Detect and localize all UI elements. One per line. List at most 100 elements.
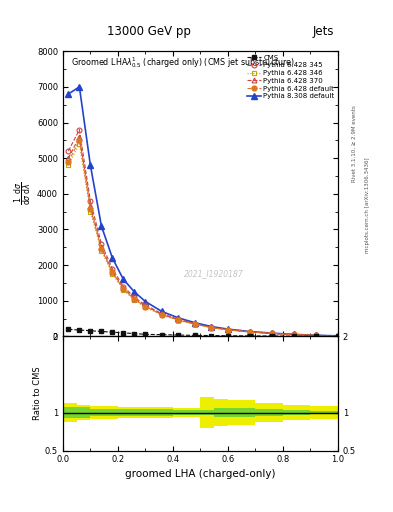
Pythia 6.428 default <box>209 325 214 331</box>
Text: Jets: Jets <box>312 26 334 38</box>
Legend: CMS, Pythia 6.428 345, Pythia 6.428 346, Pythia 6.428 370, Pythia 6.428 default,: CMS, Pythia 6.428 345, Pythia 6.428 346,… <box>245 53 336 101</box>
Pythia 6.428 default <box>66 159 71 165</box>
CMS <box>226 333 230 339</box>
Pythia 6.428 370 <box>270 330 274 336</box>
Pythia 6.428 346 <box>121 287 126 293</box>
Pythia 8.308 default <box>226 326 230 332</box>
Pythia 8.308 default <box>88 162 93 168</box>
Pythia 8.308 default <box>143 298 148 305</box>
Pythia 6.428 346 <box>132 297 137 303</box>
Pythia 6.428 345 <box>121 284 126 290</box>
Pythia 6.428 345 <box>193 321 197 327</box>
Pythia 6.428 370 <box>121 285 126 291</box>
Pythia 6.428 346 <box>314 332 318 338</box>
CMS <box>160 332 164 338</box>
Pythia 6.428 370 <box>336 333 340 339</box>
Pythia 6.428 345 <box>336 333 340 339</box>
Pythia 8.308 default <box>121 276 126 283</box>
Pythia 6.428 370 <box>160 311 164 317</box>
Pythia 6.428 345 <box>292 331 296 337</box>
Pythia 6.428 345 <box>66 148 71 154</box>
Pythia 6.428 346 <box>193 321 197 327</box>
X-axis label: groomed LHA (charged-only): groomed LHA (charged-only) <box>125 468 275 479</box>
Line: Pythia 6.428 345: Pythia 6.428 345 <box>66 127 340 338</box>
Line: Pythia 6.428 370: Pythia 6.428 370 <box>66 134 340 338</box>
Pythia 8.308 default <box>336 333 340 339</box>
Line: Pythia 8.308 default: Pythia 8.308 default <box>65 84 341 339</box>
CMS <box>292 333 296 339</box>
Pythia 6.428 346 <box>248 329 252 335</box>
Pythia 6.428 345 <box>99 241 104 247</box>
Pythia 6.428 default <box>121 286 126 292</box>
Pythia 6.428 345 <box>176 316 181 323</box>
CMS <box>193 332 197 338</box>
CMS <box>314 333 318 339</box>
Pythia 6.428 346 <box>226 327 230 333</box>
Y-axis label: Ratio to CMS: Ratio to CMS <box>33 367 42 420</box>
Pythia 6.428 370 <box>66 155 71 161</box>
Pythia 6.428 default <box>270 330 274 336</box>
Pythia 6.428 345 <box>270 330 274 336</box>
CMS <box>77 327 82 333</box>
Pythia 8.308 default <box>176 315 181 321</box>
Pythia 6.428 370 <box>209 325 214 331</box>
CMS <box>143 331 148 337</box>
CMS <box>248 333 252 339</box>
Pythia 6.428 346 <box>209 325 214 331</box>
Text: Groomed LHA$\lambda^1_{0.5}$ (charged only) (CMS jet substructure): Groomed LHA$\lambda^1_{0.5}$ (charged on… <box>71 55 296 70</box>
CMS <box>209 332 214 338</box>
Pythia 6.428 346 <box>77 141 82 147</box>
Pythia 6.428 346 <box>176 317 181 324</box>
Pythia 8.308 default <box>270 330 274 336</box>
Pythia 8.308 default <box>160 308 164 314</box>
Line: CMS: CMS <box>66 327 340 339</box>
CMS <box>176 332 181 338</box>
Pythia 6.428 346 <box>160 312 164 318</box>
CMS <box>132 331 137 337</box>
Pythia 6.428 default <box>88 206 93 212</box>
Pythia 6.428 345 <box>77 126 82 133</box>
Y-axis label: $\frac{1}{\mathrm{d}\sigma}\frac{\mathrm{d}\sigma}{\mathrm{d}\lambda}$: $\frac{1}{\mathrm{d}\sigma}\frac{\mathrm… <box>13 182 34 205</box>
Text: 13000 GeV pp: 13000 GeV pp <box>107 26 191 38</box>
Pythia 6.428 346 <box>88 208 93 215</box>
Pythia 6.428 370 <box>99 244 104 250</box>
Pythia 6.428 default <box>193 321 197 327</box>
Pythia 8.308 default <box>77 84 82 90</box>
CMS <box>270 333 274 339</box>
Pythia 8.308 default <box>110 255 115 261</box>
Pythia 6.428 default <box>292 332 296 338</box>
Pythia 6.428 370 <box>77 134 82 140</box>
Text: mcplots.cern.ch [arXiv:1306.3436]: mcplots.cern.ch [arXiv:1306.3436] <box>365 157 371 252</box>
Pythia 6.428 370 <box>193 321 197 327</box>
Pythia 6.428 default <box>77 137 82 143</box>
Pythia 6.428 370 <box>226 327 230 333</box>
Pythia 6.428 default <box>160 312 164 318</box>
Pythia 6.428 346 <box>66 162 71 168</box>
Pythia 6.428 345 <box>209 324 214 330</box>
Pythia 6.428 345 <box>226 327 230 333</box>
CMS <box>66 326 71 332</box>
Pythia 6.428 345 <box>132 294 137 301</box>
Pythia 6.428 default <box>226 327 230 333</box>
Pythia 8.308 default <box>248 329 252 335</box>
Pythia 6.428 default <box>132 296 137 303</box>
Pythia 6.428 346 <box>99 248 104 254</box>
Text: Rivet 3.1.10, ≥ 2.9M events: Rivet 3.1.10, ≥ 2.9M events <box>352 105 357 182</box>
Text: 2021_I1920187: 2021_I1920187 <box>184 269 244 278</box>
Pythia 6.428 370 <box>132 295 137 302</box>
Pythia 6.428 370 <box>110 268 115 274</box>
Pythia 6.428 370 <box>248 329 252 335</box>
Pythia 6.428 370 <box>176 317 181 323</box>
Pythia 6.428 346 <box>270 330 274 336</box>
Pythia 8.308 default <box>66 91 71 97</box>
Pythia 6.428 default <box>248 329 252 335</box>
Pythia 6.428 370 <box>292 331 296 337</box>
Pythia 6.428 default <box>336 333 340 339</box>
Pythia 8.308 default <box>193 319 197 326</box>
Pythia 6.428 345 <box>248 329 252 335</box>
Pythia 8.308 default <box>132 289 137 295</box>
Pythia 8.308 default <box>314 332 318 338</box>
Pythia 6.428 default <box>99 246 104 252</box>
Pythia 6.428 345 <box>143 302 148 308</box>
Pythia 6.428 default <box>143 304 148 310</box>
